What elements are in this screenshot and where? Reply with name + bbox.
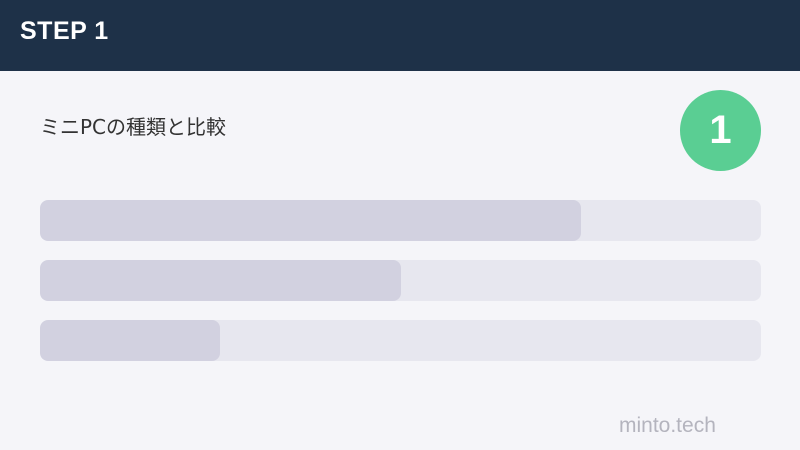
progress-bar-3 xyxy=(40,320,761,361)
progress-bar-2 xyxy=(40,260,761,301)
header-bar: STEP 1 xyxy=(0,0,800,71)
progress-fill-3 xyxy=(40,320,221,361)
progress-bar-1 xyxy=(40,200,761,241)
step-title: STEP 1 xyxy=(20,17,109,45)
brand-watermark: minto.tech xyxy=(619,414,716,437)
step-subtitle: ミニPCの種類と比較 xyxy=(40,115,227,139)
progress-fill-2 xyxy=(40,260,401,301)
progress-fill-1 xyxy=(40,200,581,241)
step-number-badge: 1 xyxy=(680,90,761,171)
